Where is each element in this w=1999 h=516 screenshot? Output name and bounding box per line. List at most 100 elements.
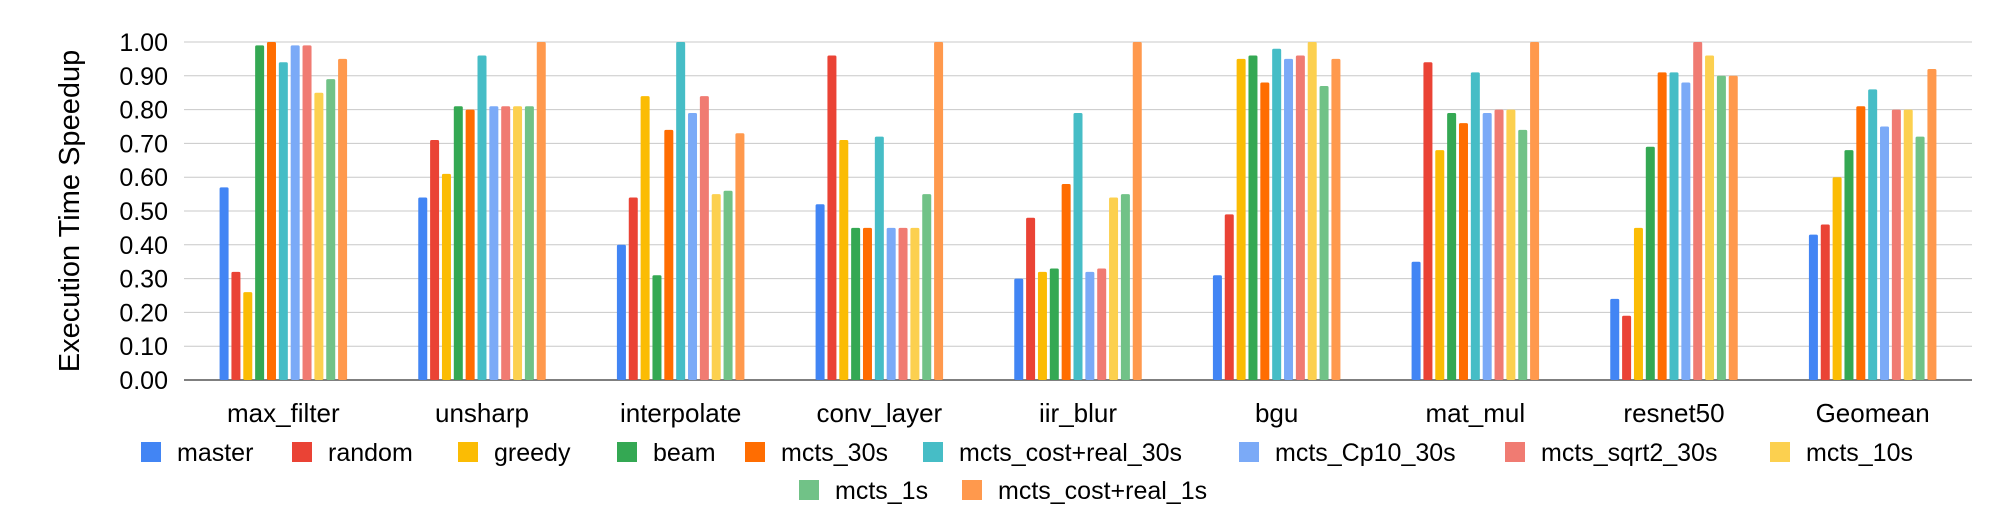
category-label: iir_blur [1039, 398, 1117, 428]
bar-random-max_filter [231, 271, 241, 380]
legend-label-mcts_cost+real_1s: mcts_cost+real_1s [998, 477, 1207, 505]
bar-mcts_10s-max_filter [314, 92, 324, 380]
bar-mcts_Cp10_30s-bgu [1284, 58, 1294, 381]
bar-random-conv_layer [827, 55, 837, 381]
legend-label-master: master [177, 439, 253, 467]
bar-mcts_1s-Geomean [1915, 136, 1925, 380]
legend: master random greedy beam mcts_30s mcts_cost+… [141, 439, 1913, 505]
legend-swatch-master [141, 442, 161, 462]
bar-mcts_sqrt2_30s-conv_layer [898, 227, 908, 380]
bar-mcts_10s-iir_blur [1109, 197, 1119, 380]
bar-random-resnet50 [1622, 315, 1632, 380]
bar-greedy-mat_mul [1435, 150, 1445, 380]
legend-label-beam: beam [653, 439, 716, 467]
bar-mcts_cost+real_1s-conv_layer [934, 42, 944, 380]
bar-greedy-resnet50 [1633, 227, 1643, 380]
y-axis-label: Execution Time Speedup [54, 50, 86, 372]
bar-beam-Geomean [1844, 150, 1854, 380]
bar-greedy-bgu [1236, 58, 1246, 381]
bar-mcts_cost+real_30s-unsharp [477, 55, 487, 381]
bar-master-max_filter [219, 187, 229, 380]
bar-mcts_10s-Geomean [1903, 109, 1913, 380]
category-label: conv_layer [816, 398, 942, 428]
bar-mcts_10s-conv_layer [910, 227, 920, 380]
bar-mcts_cost+real_30s-Geomean [1868, 89, 1878, 380]
bar-beam-mat_mul [1447, 112, 1457, 380]
legend-label-greedy: greedy [494, 439, 571, 467]
bar-random-unsharp [430, 140, 440, 380]
y-tick-label: 0.30 [119, 266, 168, 294]
bar-mcts_30s-unsharp [465, 109, 475, 380]
bar-mcts_30s-conv_layer [862, 227, 872, 380]
bar-mcts_cost+real_30s-interpolate [676, 42, 686, 380]
legend-label-random: random [328, 439, 413, 467]
bar-beam-max_filter [255, 45, 265, 380]
legend-label-mcts_30s: mcts_30s [781, 439, 888, 467]
bar-mcts_10s-resnet50 [1705, 55, 1715, 381]
legend-swatch-mcts_sqrt2_30s [1505, 442, 1525, 462]
legend-label-mcts_Cp10_30s: mcts_Cp10_30s [1275, 439, 1456, 467]
bar-mcts_sqrt2_30s-resnet50 [1693, 42, 1703, 380]
bar-mcts_10s-bgu [1307, 42, 1317, 380]
bar-mcts_1s-conv_layer [922, 194, 932, 380]
y-tick-label: 0.50 [119, 198, 168, 226]
legend-label-mcts_cost+real_30s: mcts_cost+real_30s [959, 439, 1182, 467]
category-label: Geomean [1816, 398, 1930, 428]
bar-beam-unsharp [453, 106, 463, 380]
bar-master-bgu [1212, 275, 1222, 380]
bar-mcts_30s-max_filter [266, 42, 276, 380]
bar-beam-interpolate [652, 275, 662, 380]
bar-mcts_1s-unsharp [524, 106, 534, 380]
bar-greedy-conv_layer [839, 140, 849, 380]
bar-mcts_1s-max_filter [326, 79, 336, 381]
bar-master-Geomean [1808, 234, 1818, 380]
legend-label-mcts_sqrt2_30s: mcts_sqrt2_30s [1541, 439, 1717, 467]
y-axis-ticks: 0.00 0.10 0.20 0.30 0.40 0.50 0.60 0.70 0.80 0.90… [119, 29, 168, 395]
category-label: unsharp [435, 398, 529, 428]
bar-mcts_10s-mat_mul [1506, 109, 1516, 380]
y-tick-label: 0.70 [119, 130, 168, 158]
y-tick-label: 0.20 [119, 299, 168, 327]
bar-mcts_Cp10_30s-unsharp [489, 106, 499, 380]
bar-mcts_30s-Geomean [1856, 106, 1866, 380]
legend-label-mcts_10s: mcts_10s [1806, 439, 1913, 467]
bar-greedy-interpolate [640, 96, 650, 380]
bar-mcts_Cp10_30s-resnet50 [1681, 82, 1691, 380]
bar-master-unsharp [418, 197, 428, 380]
bar-mcts_cost+real_1s-mat_mul [1530, 42, 1540, 380]
bar-beam-bgu [1248, 55, 1258, 381]
bar-mcts_sqrt2_30s-bgu [1295, 55, 1305, 381]
bar-greedy-unsharp [441, 173, 451, 380]
bar-master-conv_layer [815, 204, 825, 380]
bar-mcts_sqrt2_30s-iir_blur [1097, 268, 1107, 380]
bar-master-interpolate [616, 244, 626, 380]
legend-swatch-mcts_cost+real_30s [923, 442, 943, 462]
bar-mcts_cost+real_30s-resnet50 [1669, 72, 1679, 381]
bar-mcts_cost+real_30s-iir_blur [1073, 112, 1083, 380]
bar-mcts_cost+real_1s-max_filter [338, 58, 348, 381]
bar-greedy-Geomean [1832, 177, 1842, 380]
legend-swatch-beam [617, 442, 637, 462]
bar-mcts_Cp10_30s-max_filter [290, 45, 300, 380]
y-tick-label: 0.90 [119, 63, 168, 91]
bar-mcts_1s-interpolate [723, 190, 733, 380]
category-label: interpolate [620, 398, 741, 428]
bar-mcts_10s-interpolate [711, 194, 721, 380]
bar-mcts_cost+real_1s-interpolate [735, 133, 745, 380]
bar-mcts_sqrt2_30s-max_filter [302, 45, 312, 380]
y-tick-label: 0.00 [119, 367, 168, 395]
bar-beam-conv_layer [851, 227, 861, 380]
bar-mcts_30s-bgu [1260, 82, 1270, 380]
y-tick-label: 0.40 [119, 232, 168, 260]
bar-mcts_Cp10_30s-mat_mul [1482, 112, 1492, 380]
bar-random-Geomean [1820, 224, 1830, 380]
bar-mcts_1s-mat_mul [1518, 129, 1528, 380]
legend-swatch-random [292, 442, 312, 462]
bar-mcts_cost+real_30s-conv_layer [874, 136, 884, 380]
bar-mcts_10s-unsharp [513, 106, 523, 380]
bar-mcts_sqrt2_30s-Geomean [1891, 109, 1901, 380]
category-label: resnet50 [1623, 398, 1724, 428]
bar-random-interpolate [628, 197, 638, 380]
bar-mcts_cost+real_1s-unsharp [536, 42, 546, 380]
